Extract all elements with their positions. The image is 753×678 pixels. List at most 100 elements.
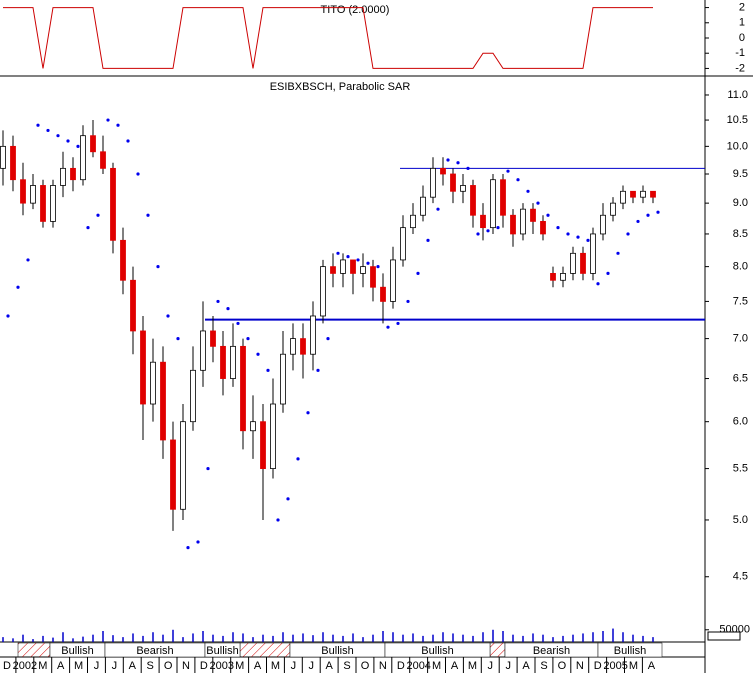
candle-body — [310, 315, 316, 355]
sar-dot — [56, 134, 60, 138]
x-tick-label: S — [343, 660, 350, 672]
sar-dot — [326, 336, 330, 341]
candle-body — [300, 338, 306, 355]
candle-body — [60, 167, 66, 186]
band — [384, 642, 491, 658]
candle-body — [360, 266, 366, 274]
candle-body — [90, 135, 96, 153]
candle-body — [350, 259, 356, 274]
candle-body — [80, 135, 86, 181]
y-tick-label: 7.0 — [733, 333, 748, 345]
x-tick-label: M — [74, 660, 83, 672]
candle-body — [650, 190, 656, 198]
x-tick-label: A — [522, 660, 530, 672]
x-tick-label: M — [432, 660, 441, 672]
candle-body — [330, 266, 336, 274]
candle-body — [430, 167, 436, 198]
sar-dot — [36, 123, 40, 127]
sar-dot — [46, 128, 50, 133]
y-tick-label: 2 — [739, 1, 745, 13]
x-tick-label: M — [235, 660, 244, 672]
candle-body — [470, 185, 476, 216]
sar-dot — [126, 139, 130, 143]
x-tick-label: A — [451, 660, 459, 672]
y-tick-label: 1 — [739, 17, 745, 29]
y-tick-label: 6.5 — [733, 372, 748, 384]
sar-dot — [216, 299, 220, 304]
candle-body — [570, 252, 576, 274]
sar-dot — [406, 299, 410, 304]
band — [597, 642, 663, 658]
sar-dot — [496, 226, 500, 230]
sar-dot — [396, 321, 400, 326]
x-tick-label: A — [326, 660, 334, 672]
sar-dot — [286, 497, 290, 501]
y-tick-label: 5.0 — [733, 514, 748, 526]
sar-dot — [6, 314, 10, 318]
candle-body — [170, 439, 176, 510]
candle-body — [620, 190, 626, 204]
candle-body — [370, 266, 376, 288]
sar-dot — [536, 201, 540, 205]
candle-body — [340, 259, 346, 274]
x-tick-label: 2004 — [406, 660, 430, 672]
x-tick-label: J — [112, 660, 118, 672]
sar-dot — [16, 285, 20, 289]
candle-body — [420, 196, 426, 216]
candle-body — [210, 330, 216, 347]
band-label: Bullish — [321, 645, 353, 657]
candle-body — [40, 185, 46, 222]
sar-dot — [486, 229, 490, 233]
sar-dot — [606, 271, 610, 276]
x-tick-label: A — [648, 660, 656, 672]
sar-dot — [456, 161, 460, 165]
y-tick-label: 9.5 — [733, 168, 748, 180]
candle-body — [0, 145, 6, 169]
sar-dot — [426, 238, 430, 242]
chart-title: ESIBXBSCH, Parabolic SAR — [270, 81, 411, 93]
x-tick-label: M — [38, 660, 47, 672]
candle-body — [150, 361, 156, 405]
candle-body — [630, 190, 636, 198]
sar-dot — [136, 172, 140, 176]
candle-body — [120, 239, 126, 281]
sar-dot — [566, 232, 570, 236]
candle-body — [530, 208, 536, 222]
candle-body — [190, 369, 196, 423]
x-tick-label: A — [129, 660, 137, 672]
candle-body — [580, 252, 586, 274]
sar-dot — [596, 282, 600, 286]
band-label: Bullish — [61, 645, 93, 657]
sar-dot — [66, 139, 70, 143]
candle-body — [260, 421, 266, 469]
band-hatched — [239, 642, 291, 658]
candle-body — [320, 266, 326, 317]
x-tick-label: A — [254, 660, 262, 672]
sar-dot — [166, 314, 170, 318]
candle-body — [30, 185, 36, 204]
sar-dot — [186, 546, 190, 550]
candle-body — [380, 286, 386, 302]
x-tick-label: M — [629, 660, 638, 672]
candle-body — [290, 338, 296, 355]
candle-body — [590, 233, 596, 274]
sar-dot — [236, 321, 240, 326]
sar-dot — [656, 210, 660, 214]
sar-dot — [26, 258, 30, 262]
candle-body — [10, 145, 16, 181]
x-tick-label: N — [576, 660, 584, 672]
sar-dot — [356, 258, 360, 262]
candle-body — [480, 214, 486, 229]
y-tick-label: 5.5 — [733, 462, 748, 474]
sar-dot — [246, 336, 250, 341]
y-tick-label: 4.5 — [733, 571, 748, 583]
sar-dot — [646, 213, 650, 217]
sar-dot — [266, 368, 270, 372]
y-tick-label: 11.0 — [727, 89, 748, 101]
sar-dot — [546, 213, 550, 217]
indicator-line — [3, 7, 653, 69]
sar-dot — [436, 207, 440, 211]
sar-dot — [446, 158, 450, 162]
candle-body — [390, 259, 396, 302]
